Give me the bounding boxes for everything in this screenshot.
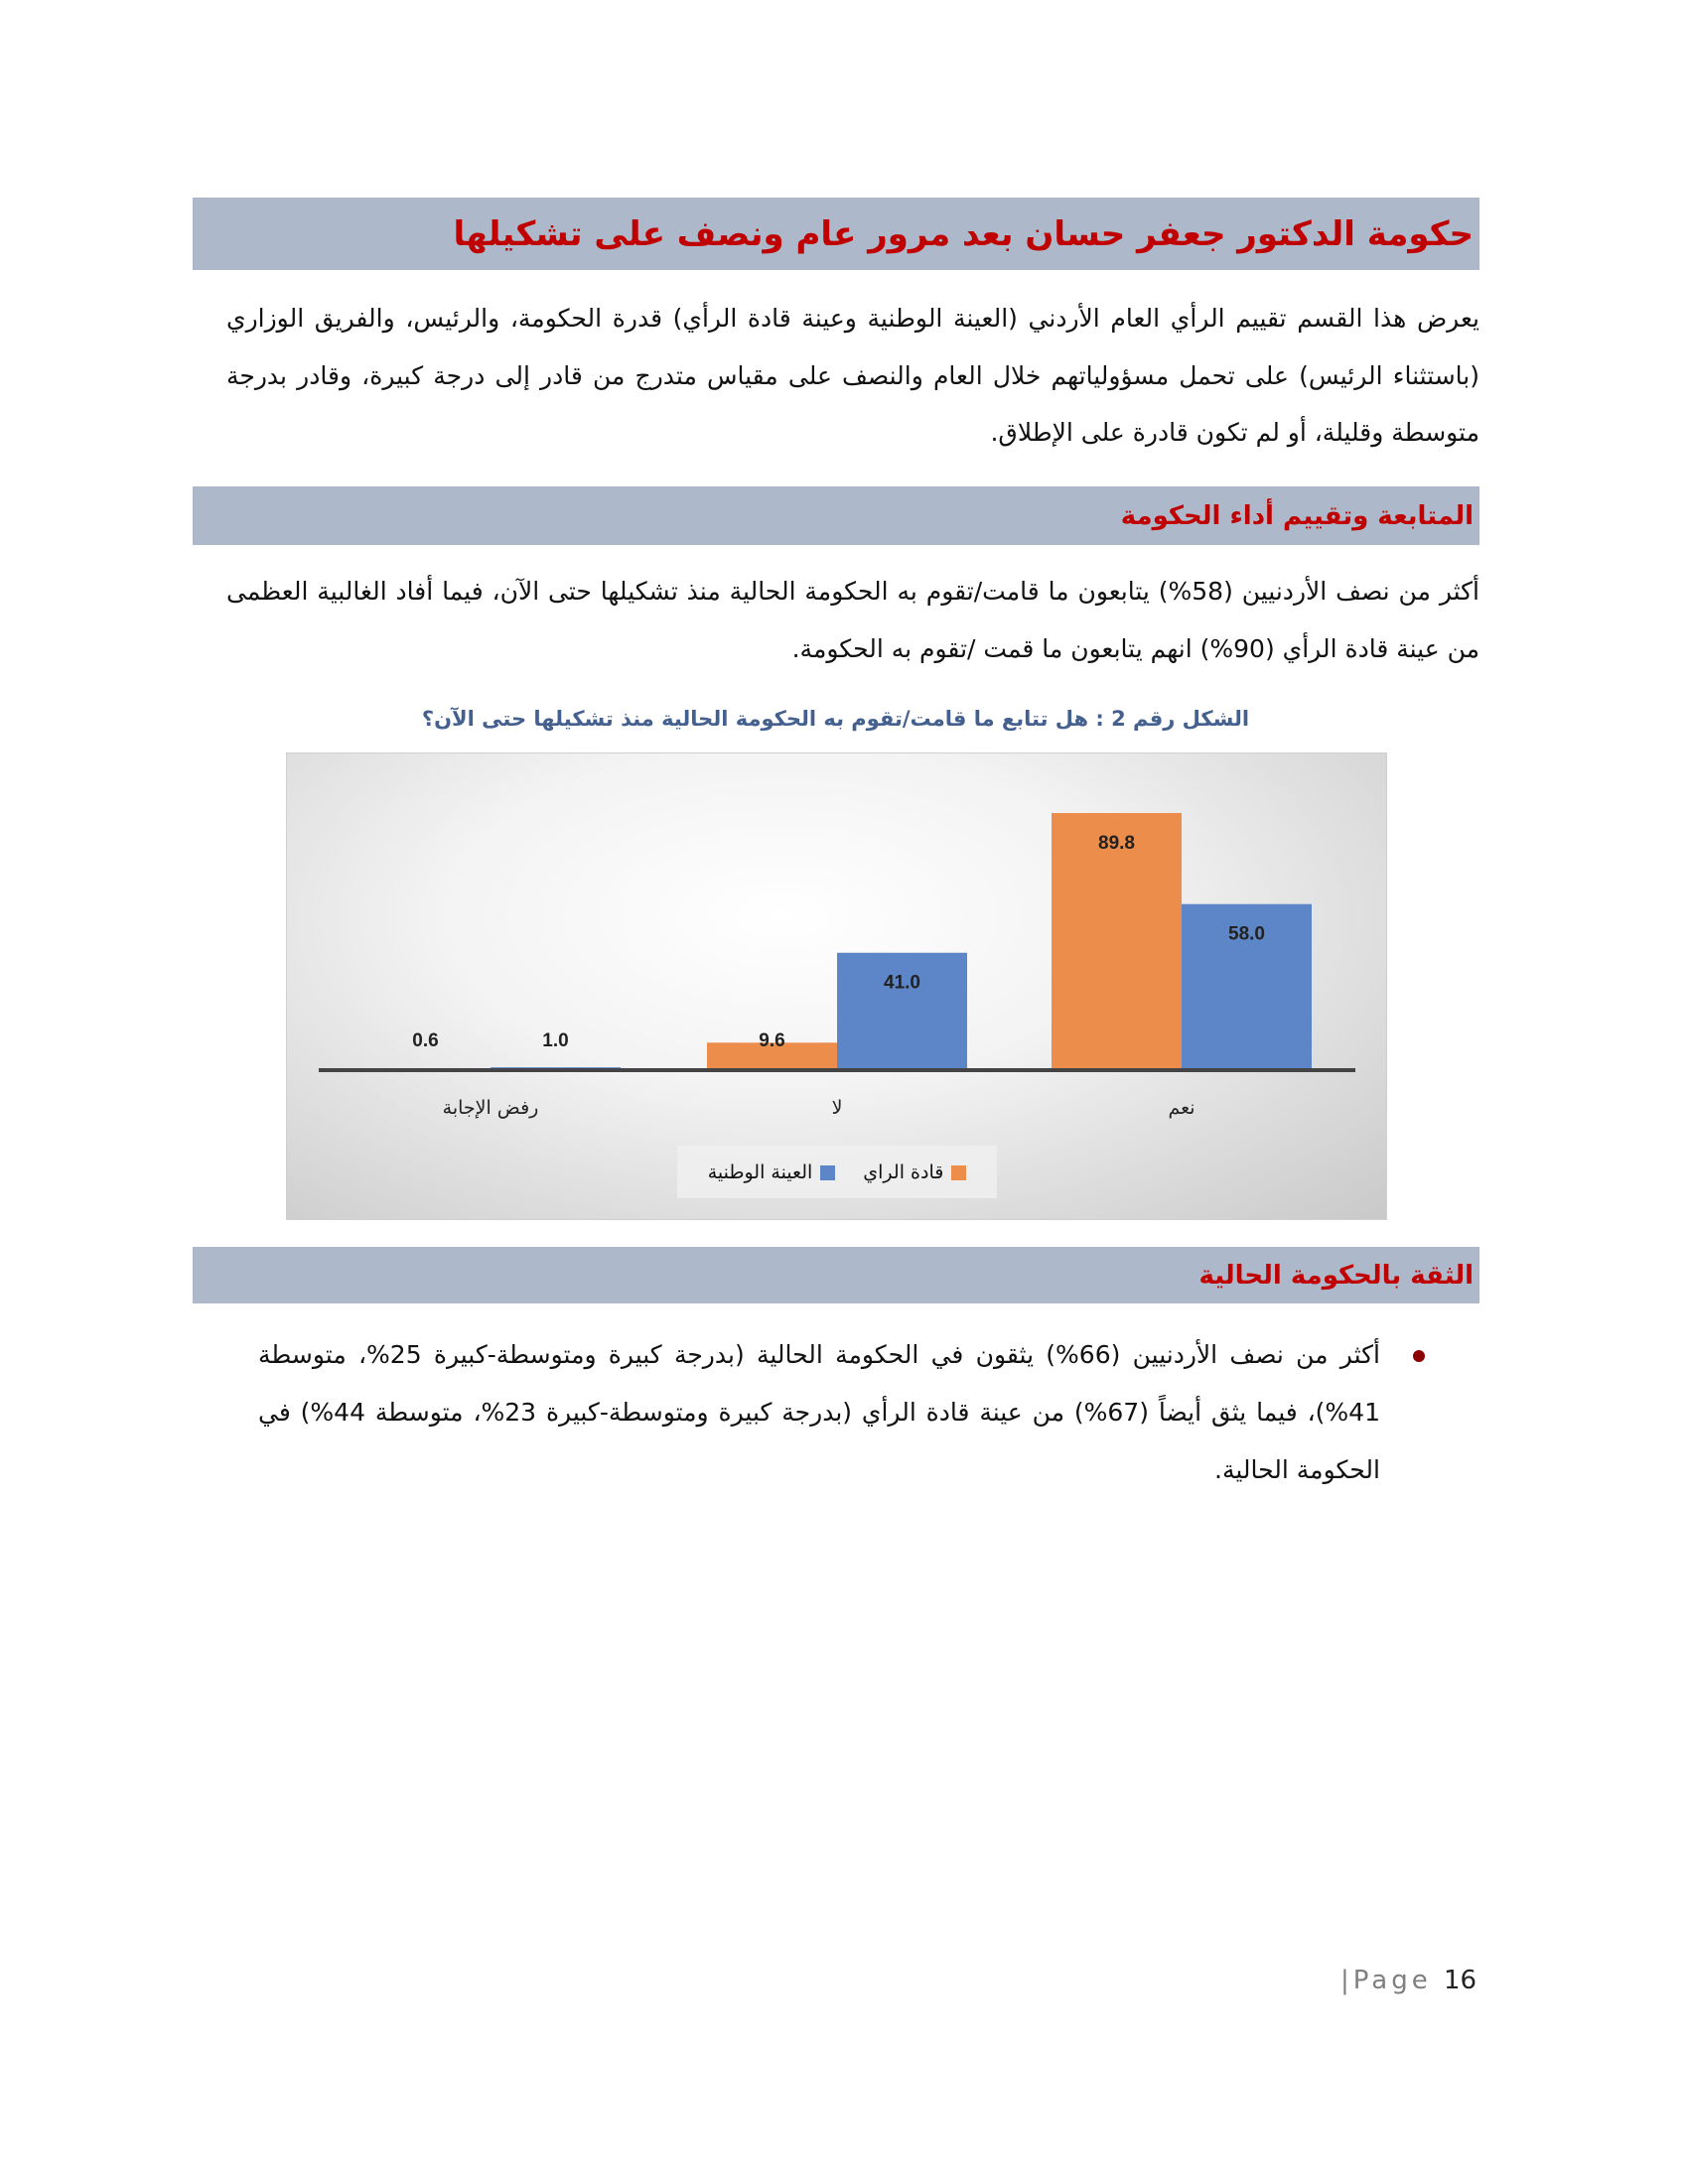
section-heading: الثقة بالحكومة الحالية — [1198, 1260, 1474, 1291]
section-heading-bar: الثقة بالحكومة الحالية — [193, 1247, 1479, 1303]
bullet-list: أكثر من نصف الأردنيين (66%) يثقون في الح… — [258, 1326, 1425, 1499]
legend-label: قادة الراي — [863, 1160, 944, 1183]
section-heading: المتابعة وتقييم أداء الحكومة — [1120, 500, 1474, 531]
page-footer: |Page 16 — [1340, 1966, 1477, 1995]
data-label: 89.8 — [1098, 833, 1135, 854]
bar-chart: 89.8 9.6 0.6 58.0 41.0 1.0 نعم لا رفض الإجابة قا… — [286, 752, 1387, 1220]
data-label: 1.0 — [542, 1030, 568, 1051]
bar — [707, 1042, 837, 1070]
x-tick-label: نعم — [1168, 1097, 1195, 1119]
title-banner: حكومة الدكتور جعفر حسان بعد مرور عام ونص… — [193, 198, 1479, 270]
x-tick-label: رفض الإجابة — [443, 1097, 539, 1119]
data-label: 41.0 — [884, 973, 920, 994]
bullet-text: أكثر من نصف الأردنيين (66%) يثقون في الح… — [258, 1340, 1380, 1484]
bullet-icon — [1413, 1350, 1425, 1362]
bar — [837, 952, 967, 1070]
chart-legend: قادة الراي العينة الوطنية — [677, 1146, 997, 1198]
data-label: 0.6 — [412, 1030, 438, 1051]
legend-item: قادة الراي — [863, 1160, 967, 1183]
section-heading-bar: المتابعة وتقييم أداء الحكومة — [193, 486, 1479, 545]
list-item: أكثر من نصف الأردنيين (66%) يثقون في الح… — [258, 1326, 1425, 1499]
legend-label: العينة الوطنية — [707, 1160, 813, 1183]
x-tick-label: لا — [832, 1097, 843, 1119]
intro-paragraph: يعرض هذا القسم تقييم الرأي العام الأردني… — [226, 304, 1479, 447]
figure-caption: الشكل رقم 2 : هل تتابع ما قامت/تقوم به ا… — [421, 707, 1250, 731]
page-title: حكومة الدكتور جعفر حسان بعد مرور عام ونص… — [453, 213, 1474, 254]
page-number: 16 — [1443, 1966, 1477, 1995]
data-label: 9.6 — [759, 1030, 784, 1051]
legend-swatch — [820, 1164, 836, 1180]
legend-item: العينة الوطنية — [708, 1161, 836, 1183]
section-paragraph: أكثر من نصف الأردنيين (58%) يتابعون ما ق… — [226, 577, 1480, 663]
page-label: |Page — [1340, 1966, 1432, 1995]
data-label: 58.0 — [1228, 924, 1265, 945]
bar — [1182, 903, 1312, 1070]
chart-plot: 89.8 9.6 0.6 58.0 41.0 1.0 نعم لا رفض الإجابة — [319, 813, 1355, 1119]
bar — [1052, 813, 1182, 1070]
legend-swatch — [951, 1164, 967, 1180]
